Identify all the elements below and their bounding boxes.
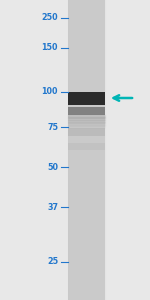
Text: 100: 100 [42,88,58,97]
Text: 150: 150 [42,44,58,52]
Text: 37: 37 [47,202,58,211]
Bar [68,107,105,115]
Bar [68,143,105,150]
Bar [68,92,105,105]
Text: 250: 250 [41,14,58,22]
Text: 25: 25 [47,257,58,266]
Text: 75: 75 [47,122,58,131]
Bar [68,0,105,300]
Bar [68,128,105,136]
Text: 50: 50 [47,163,58,172]
